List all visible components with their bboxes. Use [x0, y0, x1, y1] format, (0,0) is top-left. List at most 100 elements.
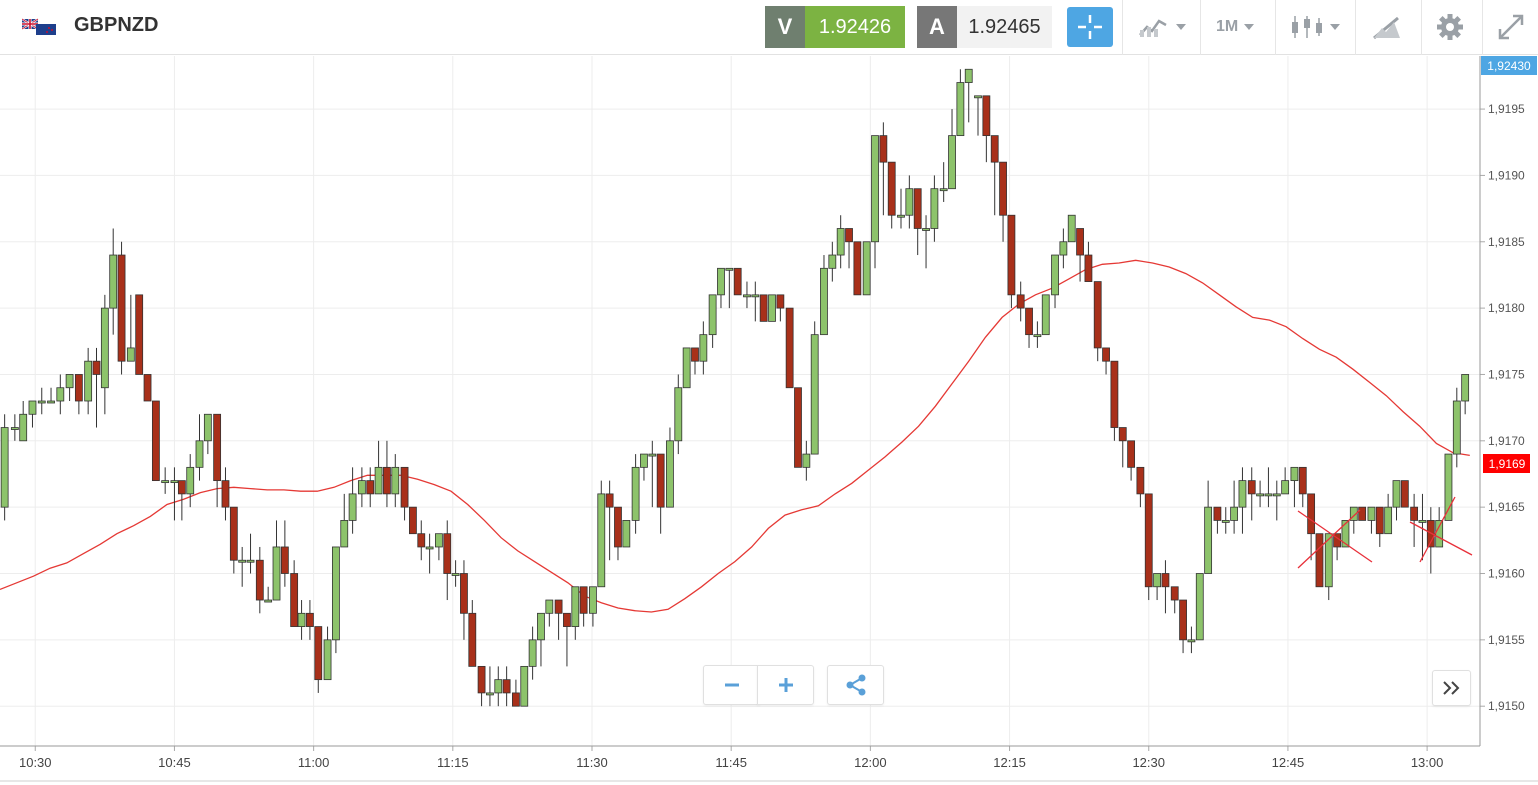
candle-body	[1161, 573, 1170, 588]
candle	[1007, 214, 1016, 309]
candle-body	[622, 520, 631, 548]
settings-button[interactable]	[1435, 10, 1465, 44]
candle-body	[246, 559, 255, 563]
candle	[622, 520, 631, 548]
candle	[213, 413, 222, 508]
zoom-in-icon	[778, 678, 793, 692]
current-price-tag: 1,9169	[1483, 454, 1530, 473]
candle	[1247, 467, 1256, 521]
candle	[964, 68, 973, 123]
candle-body	[195, 440, 204, 468]
candle-body	[255, 559, 264, 601]
sell-price: 1.92426	[805, 6, 905, 48]
candle	[1025, 307, 1033, 348]
candle	[810, 321, 819, 455]
candle-body	[913, 188, 922, 229]
candle	[879, 122, 888, 216]
candle-body	[264, 599, 273, 603]
candle	[1256, 480, 1264, 508]
y-tick-label: 1,9175	[1488, 367, 1525, 381]
price-chart[interactable]: 1,9150 1,9155 1,9160 1,9165 1,9170 1,9175 1,91…	[0, 55, 1538, 785]
drawing-tools-button[interactable]	[1372, 10, 1402, 44]
chevron-down-icon	[1176, 24, 1186, 30]
scroll-to-latest-button[interactable]	[1432, 670, 1471, 706]
top-price-tag: 1,92430	[1481, 56, 1537, 75]
candle	[37, 387, 46, 415]
buy-price-box[interactable]: A 1.92465	[917, 6, 1052, 48]
candle-body	[1281, 480, 1290, 495]
toolbar-divider	[1275, 0, 1276, 55]
candle-style-button[interactable]	[1290, 10, 1340, 44]
candle-body	[37, 400, 46, 404]
candle	[939, 162, 948, 202]
y-tick-label: 1,9185	[1488, 235, 1525, 249]
y-tick-label: 1,9150	[1488, 699, 1525, 713]
candle-body	[614, 506, 622, 548]
candle	[1307, 493, 1316, 561]
candle-body	[871, 135, 879, 243]
scroll-right-icon	[1442, 681, 1459, 695]
candle-body	[374, 466, 383, 495]
crosshair-button[interactable]	[1067, 7, 1113, 47]
candle-body	[1084, 254, 1093, 282]
candle	[477, 665, 486, 707]
candle-body	[1452, 400, 1461, 455]
chart-type-button[interactable]	[1138, 10, 1186, 44]
candle-body	[477, 665, 486, 694]
candle	[1400, 480, 1409, 508]
candle	[1410, 493, 1419, 547]
candle-body	[845, 228, 853, 243]
candle	[717, 267, 725, 309]
candle-body	[1007, 214, 1016, 296]
timeframe-select[interactable]: 1M	[1216, 10, 1255, 44]
candle	[794, 387, 802, 468]
candle	[1187, 626, 1196, 654]
x-tick-label: 12:15	[993, 755, 1026, 770]
candle-body	[117, 254, 126, 362]
candle	[126, 294, 135, 362]
candle-body	[221, 480, 230, 508]
timeframe-value: 1M	[1216, 18, 1239, 35]
sell-price-box[interactable]: V 1.92426	[765, 6, 905, 48]
zoom-in-button[interactable]	[757, 665, 814, 705]
candle	[674, 374, 683, 455]
candle	[1375, 506, 1384, 547]
candle-body	[631, 466, 640, 521]
candle	[92, 347, 101, 428]
candle-body	[348, 493, 357, 521]
candle-body	[443, 533, 452, 574]
candle	[1127, 440, 1136, 481]
candle-body	[229, 506, 238, 561]
zoom-out-button[interactable]	[703, 665, 760, 705]
candle	[845, 228, 853, 269]
candle	[186, 454, 195, 508]
x-tick-label: 12:45	[1272, 755, 1305, 770]
candle	[502, 666, 511, 707]
candle	[366, 467, 375, 508]
candle	[1118, 427, 1127, 468]
candle	[1051, 254, 1059, 309]
chart-type-icon	[1139, 19, 1167, 37]
candle-body	[486, 692, 494, 696]
fullscreen-button[interactable]	[1496, 10, 1526, 44]
candle	[785, 307, 794, 389]
expand-icon	[1498, 14, 1524, 40]
candle	[1426, 507, 1435, 574]
candle	[1324, 533, 1333, 601]
candle	[151, 400, 160, 482]
candle-body	[177, 480, 186, 495]
candle-body	[674, 387, 683, 442]
share-button[interactable]	[827, 665, 884, 705]
candle	[1341, 520, 1350, 548]
candle	[922, 215, 930, 269]
candle	[862, 241, 871, 296]
candle	[648, 440, 657, 508]
candle-body	[768, 294, 776, 322]
candle	[1367, 506, 1376, 534]
candle-body	[1367, 506, 1376, 521]
candle-body	[743, 294, 751, 298]
candle	[1281, 467, 1290, 495]
candle	[743, 281, 751, 309]
candle	[331, 546, 340, 654]
chevron-down-icon	[1244, 24, 1255, 30]
